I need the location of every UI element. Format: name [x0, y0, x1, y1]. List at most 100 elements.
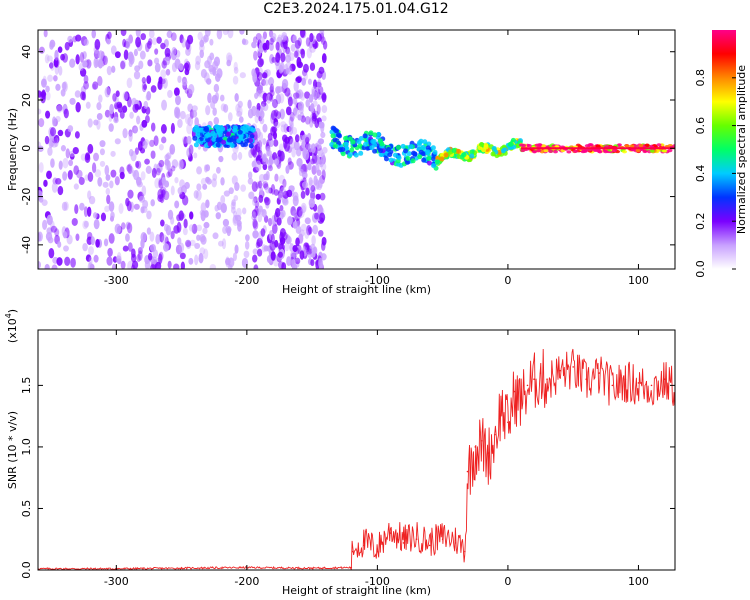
- spectrogram-cell: [125, 221, 131, 230]
- spectrogram-cell: [185, 47, 191, 57]
- spectrogram-cell: [278, 192, 283, 201]
- spectrogram-cell: [164, 47, 171, 58]
- spectrogram-cell: [285, 67, 290, 75]
- spectrogram-cell: [54, 49, 59, 61]
- spectrogram-cell: [106, 194, 111, 205]
- spectrogram-cell: [277, 150, 282, 157]
- spectrogram-cell: [167, 260, 172, 269]
- spectrogram-cell: [386, 147, 392, 153]
- spectrogram-cell: [79, 68, 87, 77]
- spectrogram-cell: [536, 149, 542, 153]
- spectrogram-cell: [245, 234, 250, 242]
- spectrogram-cell: [60, 145, 67, 152]
- snr-data-point: [466, 470, 469, 473]
- spectrogram-cell: [262, 138, 267, 145]
- spectrogram-cell: [85, 254, 92, 262]
- spectrogram-cell: [258, 205, 264, 213]
- snr-data-point: [624, 378, 627, 381]
- spectrogram-y-tick-label: -20: [20, 188, 33, 206]
- spectrogram-cell: [243, 250, 250, 258]
- spectrogram-cell: [227, 112, 233, 122]
- snr-series-line: [38, 348, 675, 570]
- spectrogram-cell: [60, 53, 66, 61]
- spectrogram-cell: [109, 103, 114, 115]
- spectrogram-region: [518, 143, 675, 154]
- spectrogram-cell: [316, 92, 323, 100]
- spectrogram-cell: [213, 83, 220, 93]
- spectrogram-cell: [283, 141, 291, 152]
- spectrogram-cell: [322, 40, 328, 50]
- spectrogram-cell: [270, 36, 276, 43]
- spectrogram-cell: [285, 54, 292, 63]
- spectrogram-cell: [261, 208, 267, 218]
- spectrogram-cell: [267, 132, 273, 141]
- spectrogram-cell: [174, 58, 181, 70]
- spectrogram-x-tick-label: 100: [628, 274, 649, 287]
- spectrogram-cell: [304, 230, 310, 239]
- spectrogram-cell: [57, 241, 62, 248]
- spectrogram-cell: [417, 154, 423, 160]
- spectrogram-cell: [42, 75, 47, 85]
- spectrogram-cell: [146, 210, 152, 220]
- spectrogram-cell: [170, 185, 175, 196]
- spectrogram-cell: [114, 51, 121, 59]
- spectrogram-cell: [203, 221, 210, 229]
- spectrogram-cell: [469, 149, 475, 155]
- spectrogram-cell: [46, 170, 52, 180]
- spectrogram-cell: [508, 141, 514, 147]
- spectrogram-cell: [87, 262, 94, 269]
- spectrogram-cell: [435, 159, 441, 165]
- snr-data-point: [663, 378, 666, 381]
- spectrogram-cell: [262, 123, 268, 133]
- spectrogram-cell: [186, 147, 192, 158]
- spectrogram-cell: [275, 52, 281, 63]
- spectrogram-cell: [137, 141, 143, 152]
- spectrogram-cell: [629, 144, 635, 148]
- spectrogram-cell: [147, 59, 153, 67]
- spectrogram-cell: [205, 105, 211, 116]
- spectrogram-cell: [104, 109, 111, 118]
- spectrogram-cell: [459, 154, 465, 160]
- spectrogram-cell: [294, 40, 301, 50]
- spectrogram-cell: [336, 132, 342, 138]
- spectrogram-frame: [37, 29, 676, 270]
- spectrogram-cell: [165, 68, 171, 76]
- spectrogram-cell: [239, 72, 246, 79]
- spectrogram-cell: [207, 92, 212, 104]
- spectrogram-cell: [64, 41, 70, 51]
- snr-data-point: [572, 366, 574, 368]
- spectrogram-cell: [281, 209, 286, 218]
- spectrogram-cell: [107, 31, 112, 40]
- spectrogram-cell: [206, 178, 212, 185]
- spectrogram-cell: [269, 241, 276, 251]
- spectrogram-marks: [38, 30, 675, 269]
- spectrogram-cell: [249, 134, 255, 140]
- spectrogram-cell: [340, 151, 346, 157]
- spectrogram-cell: [316, 33, 322, 42]
- snr-data-point: [533, 378, 535, 381]
- spectrogram-cell: [96, 112, 103, 120]
- spectrogram-cell: [158, 159, 165, 168]
- spectrogram-cell: [45, 91, 51, 101]
- spectrogram-cell: [483, 142, 489, 148]
- spectrogram-cell: [318, 121, 324, 129]
- snr-data-point: [481, 439, 483, 442]
- spectrogram-cell: [383, 156, 389, 162]
- spectrogram-cell: [226, 227, 231, 237]
- spectrogram-cell: [257, 180, 263, 189]
- spectrogram-cell: [127, 242, 133, 252]
- spectrogram-x-tick-label: -100: [365, 274, 390, 287]
- spectrogram-cell: [292, 210, 297, 218]
- spectrogram-cell: [181, 136, 189, 144]
- spectrogram-cell: [294, 39, 301, 49]
- spectrogram-cell: [69, 58, 76, 68]
- spectrogram-cell: [188, 84, 195, 95]
- spectrogram-cell: [51, 264, 58, 269]
- spectrogram-cell: [58, 160, 63, 170]
- snr-y-multiplier-close: ): [6, 309, 19, 313]
- spectrogram-cell: [170, 165, 176, 172]
- spectrogram-cell: [297, 37, 302, 47]
- spectrogram-cell: [204, 60, 211, 69]
- spectrogram-cell: [233, 61, 238, 71]
- spectrogram-cell: [199, 247, 206, 255]
